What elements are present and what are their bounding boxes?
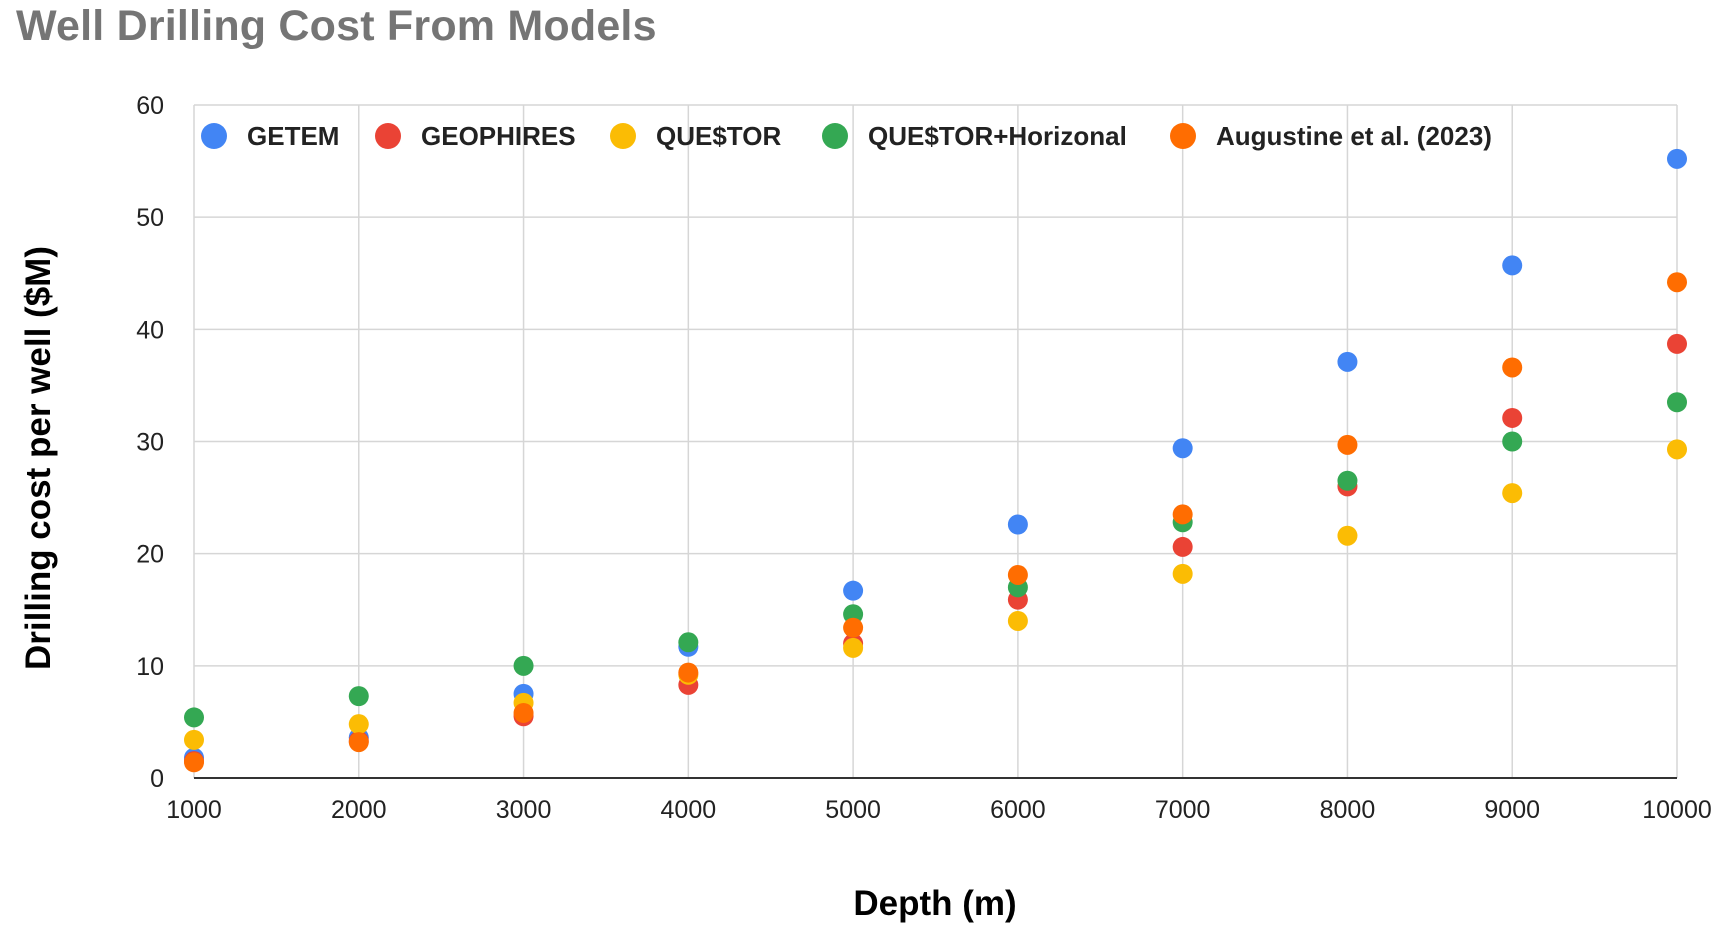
x-tick-labels: 1000 2000 3000 4000 5000 6000 7000 8000 9000 1000…	[166, 796, 1712, 824]
x-tick-label: 8000	[1320, 796, 1376, 824]
data-point-augustine-et-al-2023	[1172, 504, 1193, 525]
data-point-que-tor	[1337, 525, 1358, 546]
legend-item[interactable]: Augustine et al. (2023)	[1170, 121, 1492, 151]
x-tick-label: 9000	[1484, 796, 1540, 824]
data-point-que-tor-horizonal	[1337, 470, 1358, 491]
data-point-que-tor	[1502, 483, 1523, 504]
legend[interactable]: GETEM GEOPHIRES QUE$TOR QUE$TOR+Horizonal Au…	[201, 121, 1492, 151]
legend-label: QUE$TOR+Horizonal	[868, 121, 1127, 151]
x-tick-label: 10000	[1642, 796, 1712, 824]
data-point-augustine-et-al-2023	[678, 662, 699, 683]
data-point-getem	[1337, 351, 1358, 372]
y-tick-label: 50	[136, 204, 164, 232]
data-point-que-tor	[1667, 439, 1687, 460]
legend-marker	[201, 123, 227, 149]
data-point-augustine-et-al-2023	[348, 732, 369, 753]
x-tick-label: 1000	[166, 796, 222, 824]
data-point-augustine-et-al-2023	[843, 617, 864, 638]
data-point-que-tor	[1172, 563, 1193, 584]
data-point-augustine-et-al-2023	[184, 752, 204, 773]
legend-marker	[1170, 123, 1196, 149]
data-point-augustine-et-al-2023	[1007, 564, 1028, 585]
data-point-que-tor-horizonal	[184, 707, 204, 728]
data-point-que-tor-horizonal	[1502, 431, 1523, 452]
y-tick-label: 20	[136, 541, 164, 569]
data-point-geophires	[1667, 333, 1687, 354]
data-point-que-tor	[348, 714, 369, 735]
legend-marker	[375, 123, 401, 149]
data-point-que-tor	[184, 729, 204, 750]
data-point-que-tor	[843, 637, 864, 658]
legend-item[interactable]: GEOPHIRES	[375, 121, 576, 151]
y-tick-label: 40	[136, 316, 164, 344]
y-axis-title: Drilling cost per well ($M)	[19, 246, 58, 670]
legend-label: Augustine et al. (2023)	[1216, 121, 1492, 151]
legend-item[interactable]: QUE$TOR+Horizonal	[822, 121, 1127, 151]
data-point-augustine-et-al-2023	[1502, 357, 1523, 378]
x-tick-label: 2000	[331, 796, 387, 824]
data-point-augustine-et-al-2023	[1667, 272, 1687, 293]
data-point-augustine-et-al-2023	[513, 702, 534, 723]
legend-label: GEOPHIRES	[421, 121, 576, 151]
chart-title: Well Drilling Cost From Models	[16, 2, 657, 50]
data-point-getem	[1172, 438, 1193, 459]
legend-marker	[610, 123, 636, 149]
y-tick-label: 60	[136, 92, 164, 120]
legend-marker	[822, 123, 848, 149]
data-point-geophires	[1172, 536, 1193, 557]
data-point-getem	[1502, 255, 1523, 276]
legend-label: GETEM	[247, 121, 339, 151]
data-point-getem	[1007, 514, 1028, 535]
x-tick-label: 3000	[496, 796, 552, 824]
data-point-getem	[1667, 148, 1687, 169]
data-point-getem	[843, 580, 864, 601]
legend-item[interactable]: QUE$TOR	[610, 121, 781, 151]
x-tick-label: 6000	[990, 796, 1046, 824]
data-points	[184, 148, 1687, 773]
data-point-augustine-et-al-2023	[1337, 434, 1358, 455]
data-point-que-tor-horizonal	[1667, 392, 1687, 413]
x-axis-title: Depth (m)	[853, 884, 1016, 923]
grid-lines	[193, 104, 1678, 778]
y-tick-label: 30	[136, 429, 164, 457]
x-tick-label: 7000	[1155, 796, 1211, 824]
legend-item[interactable]: GETEM	[201, 121, 339, 151]
y-tick-label: 10	[136, 653, 164, 681]
y-tick-labels: 0 10 20 30 40 50 60	[136, 92, 164, 793]
data-point-que-tor-horizonal	[678, 632, 699, 653]
data-point-que-tor-horizonal	[348, 686, 369, 707]
x-tick-label: 4000	[661, 796, 717, 824]
legend-label: QUE$TOR	[656, 121, 781, 151]
y-tick-label: 0	[150, 765, 164, 793]
data-point-que-tor-horizonal	[513, 655, 534, 676]
data-point-que-tor	[1007, 610, 1028, 631]
x-tick-label: 5000	[825, 796, 881, 824]
data-point-geophires	[1502, 407, 1523, 428]
